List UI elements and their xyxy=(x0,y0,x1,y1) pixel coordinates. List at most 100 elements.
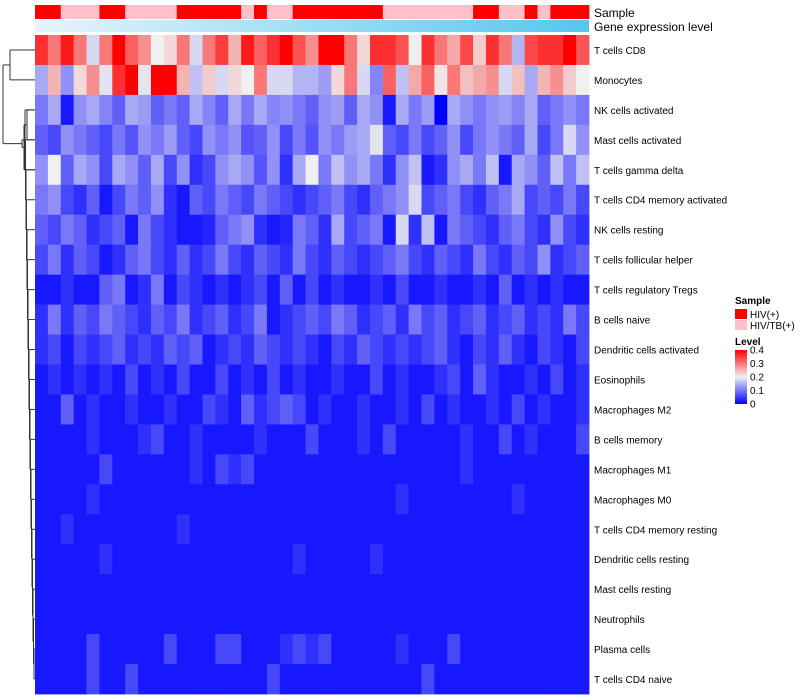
heatmap-cell xyxy=(434,424,448,455)
heatmap-cell xyxy=(537,244,551,276)
heatmap-cell xyxy=(163,35,178,66)
heatmap-cell xyxy=(292,664,306,695)
heatmap-cell xyxy=(292,334,306,365)
heatmap-cell xyxy=(537,664,551,695)
heatmap-cell xyxy=(305,664,319,695)
heatmap-cell xyxy=(421,214,435,246)
heatmap-cell xyxy=(460,394,474,425)
heatmap-cell xyxy=(550,64,564,96)
heatmap-cell xyxy=(73,334,87,365)
row-label: Dendritic cells resting xyxy=(594,555,689,566)
heatmap-cell xyxy=(524,304,538,335)
heatmap-cell xyxy=(150,604,165,635)
legend-level-ticks: 0.4 0.3 0.2 0.1 0 xyxy=(750,346,764,411)
heatmap-cell xyxy=(112,274,126,305)
heatmap-cell xyxy=(47,35,62,66)
heatmap-cell xyxy=(305,454,319,485)
sample-annotation-cell xyxy=(86,5,100,19)
heatmap-cell xyxy=(254,64,268,96)
heatmap-cell xyxy=(176,94,190,126)
heatmap-cell xyxy=(215,454,229,485)
heatmap-cell xyxy=(344,184,358,216)
heatmap-cell xyxy=(215,334,229,365)
heatmap-cell xyxy=(150,514,165,545)
heatmap-cell xyxy=(189,304,203,335)
heatmap-cell xyxy=(47,604,62,635)
heatmap-cell xyxy=(369,544,384,575)
heatmap-cell xyxy=(292,364,306,395)
row-label: B cells memory xyxy=(594,435,662,446)
heatmap-cell xyxy=(357,394,371,425)
heatmap-cell xyxy=(138,604,152,635)
heatmap-cell xyxy=(99,154,113,186)
heatmap-cell xyxy=(60,664,75,695)
heatmap-cell xyxy=(73,604,87,635)
heatmap-cell xyxy=(537,544,551,575)
heatmap-cell xyxy=(421,364,435,395)
heatmap-cell xyxy=(99,544,113,575)
heatmap-cell xyxy=(563,124,577,156)
heatmap-cell xyxy=(473,244,487,276)
heatmap-cell xyxy=(395,184,410,216)
heatmap-cell xyxy=(292,64,306,96)
heatmap-cell xyxy=(266,634,281,665)
heatmap-cell xyxy=(473,64,487,96)
heatmap-cell xyxy=(511,94,525,126)
heatmap-cell xyxy=(563,454,577,485)
heatmap-cell xyxy=(176,154,190,186)
heatmap-cell xyxy=(537,154,551,186)
heatmap-cell xyxy=(473,35,487,66)
heatmap-cell xyxy=(35,94,49,126)
heatmap-cell xyxy=(202,304,216,335)
heatmap-cell xyxy=(202,244,216,276)
heatmap-cell xyxy=(408,574,422,605)
row-label: T cells regulatory Tregs xyxy=(594,286,698,297)
heatmap-cell xyxy=(460,184,474,216)
sample-annotation-cell xyxy=(473,5,487,19)
heatmap-cell xyxy=(460,544,474,575)
heatmap-cell xyxy=(73,454,87,485)
heatmap-cell xyxy=(498,304,513,335)
heatmap-cell xyxy=(215,514,229,545)
heatmap-cell xyxy=(473,484,487,515)
heatmap-cell xyxy=(176,64,190,96)
heatmap-cell xyxy=(202,634,216,665)
heatmap-cell xyxy=(189,394,203,425)
heatmap-cell xyxy=(266,454,281,485)
heatmap-cell xyxy=(125,604,139,635)
heatmap-cell xyxy=(60,214,75,246)
heatmap-cell xyxy=(279,244,294,276)
expression-track-label: Gene expression level xyxy=(594,20,713,34)
heatmap-cell xyxy=(576,484,590,515)
heatmap-cell xyxy=(563,664,577,695)
heatmap-cell xyxy=(511,274,525,305)
heatmap-cell xyxy=(576,244,590,276)
heatmap-cell xyxy=(563,544,577,575)
heatmap-cell xyxy=(331,664,345,695)
heatmap-cell xyxy=(35,604,49,635)
heatmap-cell xyxy=(576,94,590,126)
heatmap-cell xyxy=(266,544,281,575)
heatmap-cell xyxy=(292,94,306,126)
heatmap-cell xyxy=(318,634,332,665)
heatmap-cell xyxy=(279,35,294,66)
heatmap-cell xyxy=(163,544,178,575)
heatmap-cell xyxy=(150,304,165,335)
heatmap-cell xyxy=(331,424,345,455)
heatmap-cell xyxy=(305,304,319,335)
heatmap-cell xyxy=(382,574,397,605)
heatmap-cell xyxy=(112,184,126,216)
sample-annotation-cell xyxy=(357,5,371,19)
heatmap-cell xyxy=(35,154,49,186)
sample-annotation-cell xyxy=(150,5,165,19)
heatmap-cell xyxy=(408,94,422,126)
heatmap-cell xyxy=(318,214,332,246)
heatmap-cell xyxy=(138,544,152,575)
heatmap-cell xyxy=(357,124,371,156)
sample-annotation-cell xyxy=(305,5,319,19)
heatmap-cell xyxy=(460,154,474,186)
heatmap-cell xyxy=(35,214,49,246)
heatmap-cell xyxy=(215,304,229,335)
heatmap-cell xyxy=(150,274,165,305)
heatmap-cell xyxy=(357,154,371,186)
